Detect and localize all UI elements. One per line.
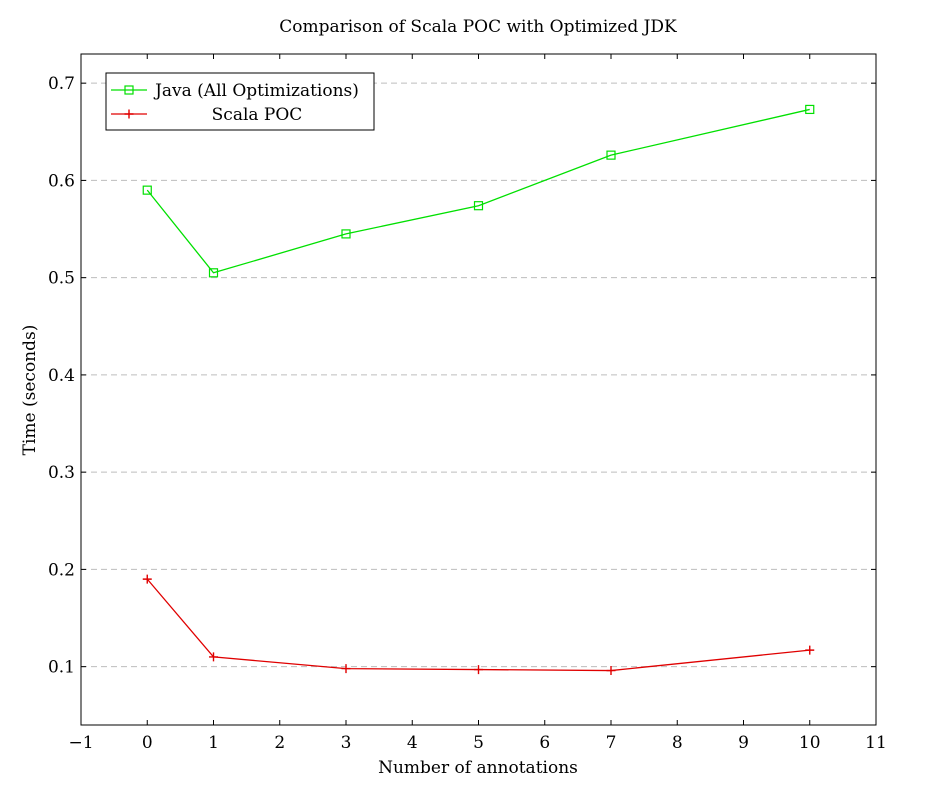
y-tick-label: 0.1 <box>48 658 75 678</box>
legend-label: Java (All Optimizations) <box>153 81 359 101</box>
legend-marker <box>124 109 134 119</box>
x-tick-label: 10 <box>799 733 821 753</box>
x-tick-label: 11 <box>865 733 887 753</box>
data-point <box>208 268 219 278</box>
y-axis: 0.1 0.2 0.3 0.4 0.5 0.6 0.7 <box>48 74 876 678</box>
data-point <box>209 652 218 662</box>
data-point <box>805 645 815 655</box>
data-point <box>606 150 616 160</box>
y-tick-label: 0.5 <box>48 269 75 289</box>
legend-entries: Java (All Optimizations) Scala POC <box>111 81 359 125</box>
grid <box>81 82 876 668</box>
y-tick-label: 0.3 <box>48 463 75 483</box>
data-point <box>474 665 483 675</box>
x-tick-label: 1 <box>208 733 219 753</box>
legend-label: Scala POC <box>212 105 303 125</box>
y-tick-label: 0.2 <box>48 560 75 580</box>
series-java <box>142 104 815 278</box>
legend-box <box>105 72 375 131</box>
x-tick-label: 9 <box>738 733 749 753</box>
series-line <box>146 578 810 672</box>
data-point <box>341 229 351 239</box>
data-point <box>142 574 152 584</box>
x-tick-label: 7 <box>606 733 617 753</box>
y-tick-label: 0.4 <box>48 366 75 386</box>
series-line <box>146 108 810 274</box>
series-scala <box>142 574 815 676</box>
data-point <box>473 201 484 211</box>
plot-area-frame <box>80 53 877 726</box>
legend: Java (All Optimizations) Scala POC <box>105 72 375 131</box>
data-point <box>606 666 616 676</box>
y-tick-label: 0.6 <box>48 171 75 191</box>
chart-title: Comparison of Scala POC with Optimized J… <box>279 17 677 37</box>
x-tick-label: 3 <box>341 733 352 753</box>
series-layer <box>142 104 815 676</box>
y-axis-label: Time (seconds) <box>20 325 40 456</box>
x-tick-label: −1 <box>68 733 93 753</box>
x-tick-label: 0 <box>142 733 153 753</box>
x-tick-label: 8 <box>672 733 683 753</box>
y-tick-label: 0.7 <box>48 74 75 94</box>
x-tick-label: 4 <box>407 733 418 753</box>
data-point <box>142 185 152 195</box>
x-tick-label: 5 <box>473 733 484 753</box>
legend-marker <box>124 85 134 95</box>
x-axis-label: Number of annotations <box>378 758 578 778</box>
x-tick-label: 6 <box>539 733 550 753</box>
data-point <box>341 664 351 674</box>
data-point <box>805 104 815 115</box>
x-tick-label: 2 <box>274 733 285 753</box>
x-axis: −1 0 1 2 3 4 5 6 7 8 9 10 11 <box>68 54 887 753</box>
